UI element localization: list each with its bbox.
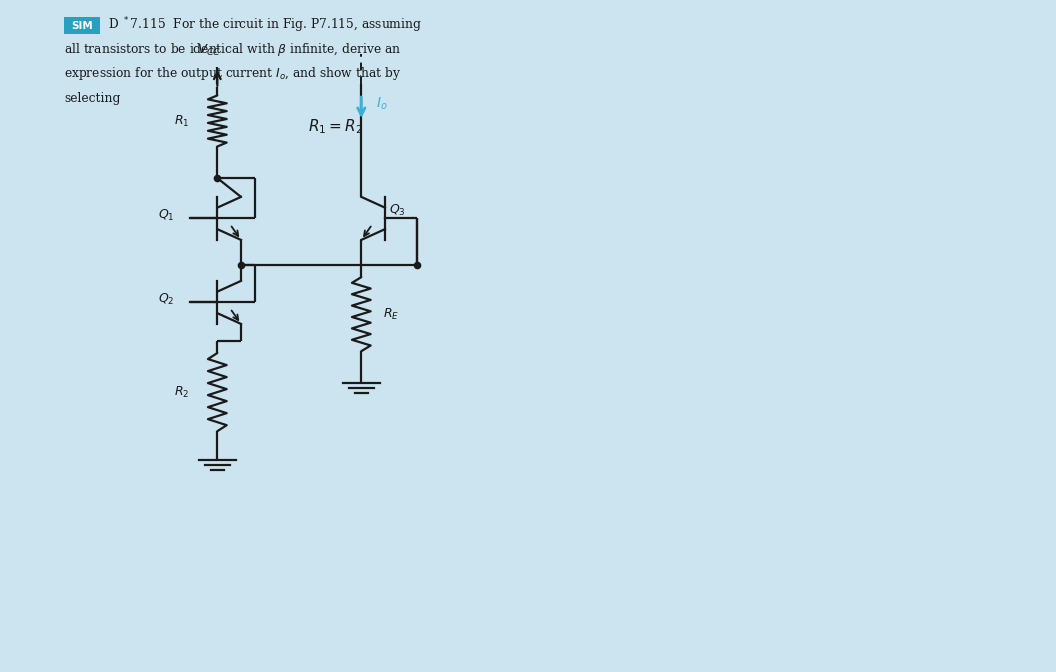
Text: selecting: selecting	[64, 91, 120, 105]
Text: SIM: SIM	[72, 21, 93, 30]
Text: $V_{CC}$: $V_{CC}$	[197, 44, 222, 58]
Text: $Q_1$: $Q_1$	[157, 208, 174, 222]
Text: $R_1 = R_2$: $R_1 = R_2$	[308, 118, 363, 136]
Text: D $^*$7.115  For the circuit in Fig. P7.115, assuming: D $^*$7.115 For the circuit in Fig. P7.1…	[108, 15, 421, 36]
Text: expression for the output current $I_o$, and show that by: expression for the output current $I_o$,…	[64, 65, 401, 83]
FancyBboxPatch shape	[64, 17, 100, 34]
Text: $Q_3$: $Q_3$	[389, 203, 406, 218]
Text: $Q_2$: $Q_2$	[157, 292, 174, 306]
Text: $R_E$: $R_E$	[383, 306, 399, 322]
Text: $I_o$: $I_o$	[376, 96, 388, 112]
Text: all transistors to be identical with $\beta$ infinite, derive an: all transistors to be identical with $\b…	[64, 41, 402, 58]
Text: $R_2$: $R_2$	[174, 384, 190, 400]
Text: $R_1$: $R_1$	[174, 114, 190, 128]
